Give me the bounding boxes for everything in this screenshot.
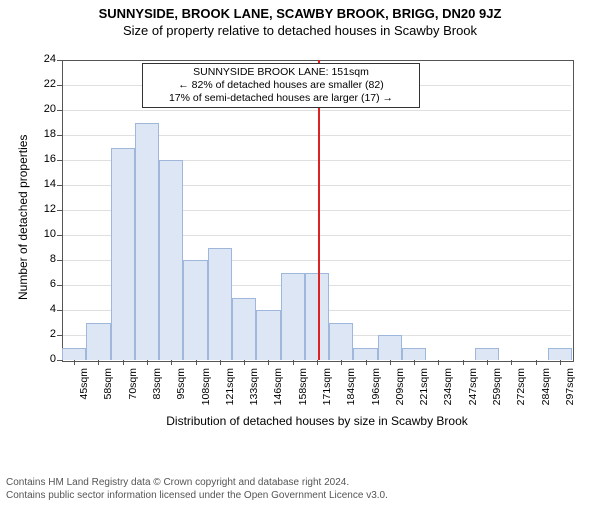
xtick-mark (98, 360, 99, 365)
xtick-mark (147, 360, 148, 365)
annotation-line3: 17% of semi-detached houses are larger (… (147, 92, 415, 105)
ytick-label: 18 (28, 128, 56, 140)
xtick-label: 45sqm (78, 368, 90, 412)
histogram-bar (86, 323, 110, 361)
xtick-mark (244, 360, 245, 365)
xtick-label: 121sqm (224, 368, 236, 412)
ytick-label: 2 (28, 328, 56, 340)
histogram-bar (111, 148, 135, 361)
xtick-mark (390, 360, 391, 365)
xtick-mark (123, 360, 124, 365)
xtick-label: 58sqm (102, 368, 114, 412)
xtick-label: 108sqm (200, 368, 212, 412)
xtick-mark (511, 360, 512, 365)
xtick-mark (414, 360, 415, 365)
histogram-bar (208, 248, 232, 361)
chart-container: Number of detached properties Distributi… (0, 50, 600, 440)
histogram-bar (256, 310, 280, 360)
ytick-mark (57, 160, 62, 161)
xtick-mark (220, 360, 221, 365)
xtick-mark (487, 360, 488, 365)
xtick-label: 221sqm (418, 368, 430, 412)
ytick-mark (57, 210, 62, 211)
ytick-mark (57, 135, 62, 136)
histogram-bar (378, 335, 402, 360)
xtick-mark (196, 360, 197, 365)
xtick-mark (536, 360, 537, 365)
histogram-bar (548, 348, 572, 361)
xtick-label: 83sqm (151, 368, 163, 412)
ytick-mark (57, 360, 62, 361)
footer-attribution: Contains HM Land Registry data © Crown c… (6, 477, 388, 502)
page-title-line1: SUNNYSIDE, BROOK LANE, SCAWBY BROOK, BRI… (0, 6, 600, 21)
xtick-mark (268, 360, 269, 365)
xtick-label: 133sqm (248, 368, 260, 412)
ytick-mark (57, 85, 62, 86)
ytick-label: 10 (28, 228, 56, 240)
ytick-label: 8 (28, 253, 56, 265)
xtick-mark (317, 360, 318, 365)
histogram-bar (353, 348, 377, 361)
ytick-mark (57, 235, 62, 236)
ytick-mark (57, 335, 62, 336)
ytick-mark (57, 260, 62, 261)
xtick-label: 95sqm (175, 368, 187, 412)
ytick-label: 6 (28, 278, 56, 290)
xtick-label: 146sqm (272, 368, 284, 412)
xtick-label: 196sqm (370, 368, 382, 412)
xtick-label: 272sqm (515, 368, 527, 412)
xtick-mark (560, 360, 561, 365)
page-title-line2: Size of property relative to detached ho… (0, 23, 600, 38)
ytick-label: 14 (28, 178, 56, 190)
histogram-bar (183, 260, 207, 360)
xtick-label: 234sqm (442, 368, 454, 412)
xtick-label: 209sqm (394, 368, 406, 412)
ytick-mark (57, 110, 62, 111)
histogram-bar (135, 123, 159, 361)
ytick-label: 12 (28, 203, 56, 215)
ytick-mark (57, 310, 62, 311)
xtick-mark (463, 360, 464, 365)
xtick-label: 70sqm (127, 368, 139, 412)
ytick-label: 0 (28, 353, 56, 365)
annotation-box: SUNNYSIDE BROOK LANE: 151sqm← 82% of det… (142, 63, 420, 108)
ytick-mark (57, 60, 62, 61)
ytick-label: 22 (28, 78, 56, 90)
xtick-mark (366, 360, 367, 365)
footer-line2: Contains public sector information licen… (6, 490, 388, 503)
histogram-bar (159, 160, 183, 360)
x-axis-label: Distribution of detached houses by size … (62, 414, 572, 428)
ytick-mark (57, 285, 62, 286)
xtick-label: 158sqm (297, 368, 309, 412)
histogram-bar (281, 273, 305, 361)
annotation-line1: SUNNYSIDE BROOK LANE: 151sqm (147, 66, 415, 79)
xtick-label: 284sqm (540, 368, 552, 412)
xtick-mark (74, 360, 75, 365)
histogram-bar (402, 348, 426, 361)
xtick-mark (438, 360, 439, 365)
ytick-label: 24 (28, 53, 56, 65)
annotation-line2: ← 82% of detached houses are smaller (82… (147, 79, 415, 92)
histogram-bar (329, 323, 353, 361)
xtick-mark (293, 360, 294, 365)
xtick-label: 297sqm (564, 368, 576, 412)
xtick-mark (171, 360, 172, 365)
ytick-label: 16 (28, 153, 56, 165)
histogram-bar (62, 348, 86, 361)
xtick-label: 184sqm (345, 368, 357, 412)
xtick-label: 247sqm (467, 368, 479, 412)
xtick-label: 259sqm (491, 368, 503, 412)
xtick-label: 171sqm (321, 368, 333, 412)
xtick-mark (341, 360, 342, 365)
histogram-bar (232, 298, 256, 361)
ytick-label: 20 (28, 103, 56, 115)
ytick-label: 4 (28, 303, 56, 315)
footer-line1: Contains HM Land Registry data © Crown c… (6, 477, 388, 490)
ytick-mark (57, 185, 62, 186)
histogram-bar (475, 348, 499, 361)
